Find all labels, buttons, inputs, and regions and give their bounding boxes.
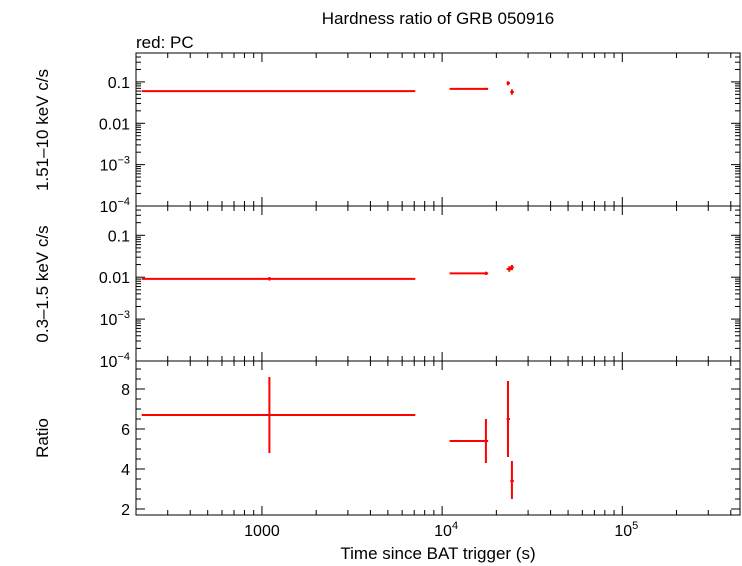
panel-hard: 0.1 0.01 10−3 10−4 1.51–10 keV c/s [33,52,741,216]
y-axis-label-hard: 1.51–10 keV c/s [33,69,52,191]
y-tick-label: 0.1 [108,75,130,92]
y-tick-label: 10−4 [100,351,130,371]
data-point-hard [141,90,416,93]
y-tick-label: 10−3 [100,309,130,329]
data-point-hard [510,89,514,95]
data-point-ratio [506,381,510,457]
y-tick-label: 8 [121,382,130,399]
panel-soft: 0.1 0.01 10−3 10−4 0.3–1.5 keV c/s [33,205,741,371]
y-tick-label: 0.01 [99,116,130,133]
data-point-ratio [141,377,416,453]
data-point-soft [449,271,489,275]
y-tick-label: 10−4 [100,196,130,216]
data-point-ratio [510,461,514,499]
data-point-ratio [449,419,489,463]
x-axis-label: Time since BAT trigger (s) [340,544,535,563]
y-tick-label: 4 [121,462,130,479]
x-tick-label: 105 [614,520,638,540]
chart-title: Hardness ratio of GRB 050916 [322,9,554,28]
y-axis-label-soft: 0.3–1.5 keV c/s [33,225,52,342]
data-point-soft [509,264,514,271]
data-point-soft [141,277,416,281]
legend-label: red: PC [136,33,194,52]
panel-ratio: 2 4 6 8 Ratio [33,360,741,519]
x-tick-label: 104 [434,520,458,540]
panel-frame [135,52,741,207]
data-point-hard [506,81,510,86]
data-point-hard [449,87,489,90]
y-tick-label: 2 [121,502,130,519]
y-tick-label: 0.01 [99,270,130,287]
panel-frame [135,205,741,362]
y-tick-label: 6 [121,422,130,439]
y-tick-label: 0.1 [108,228,130,245]
y-axis-label-ratio: Ratio [33,418,52,458]
y-tick-label: 10−3 [100,155,130,175]
panel-frame [135,360,741,516]
panels-layer: 0.1 0.01 10−3 10−4 1.51–10 keV c/s 0.1 0.01 10−… [33,52,741,540]
x-tick-label: 1000 [244,523,280,540]
